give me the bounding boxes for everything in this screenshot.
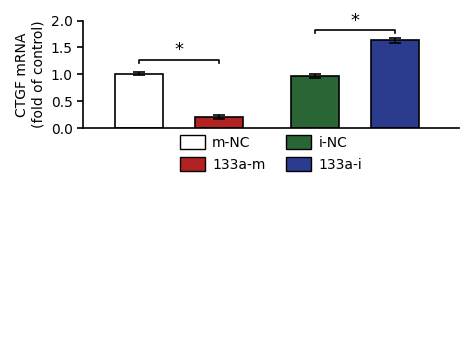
Y-axis label: CTGF mRNA
(fold of control): CTGF mRNA (fold of control)	[15, 20, 45, 128]
Bar	[195, 117, 243, 128]
Legend: m-NC, 133a-m, i-NC, 133a-i: m-NC, 133a-m, i-NC, 133a-i	[174, 130, 367, 177]
Bar	[115, 74, 163, 128]
Text: *: *	[174, 41, 183, 59]
Text: *: *	[351, 12, 360, 30]
Bar	[291, 76, 339, 128]
Bar	[371, 41, 419, 128]
